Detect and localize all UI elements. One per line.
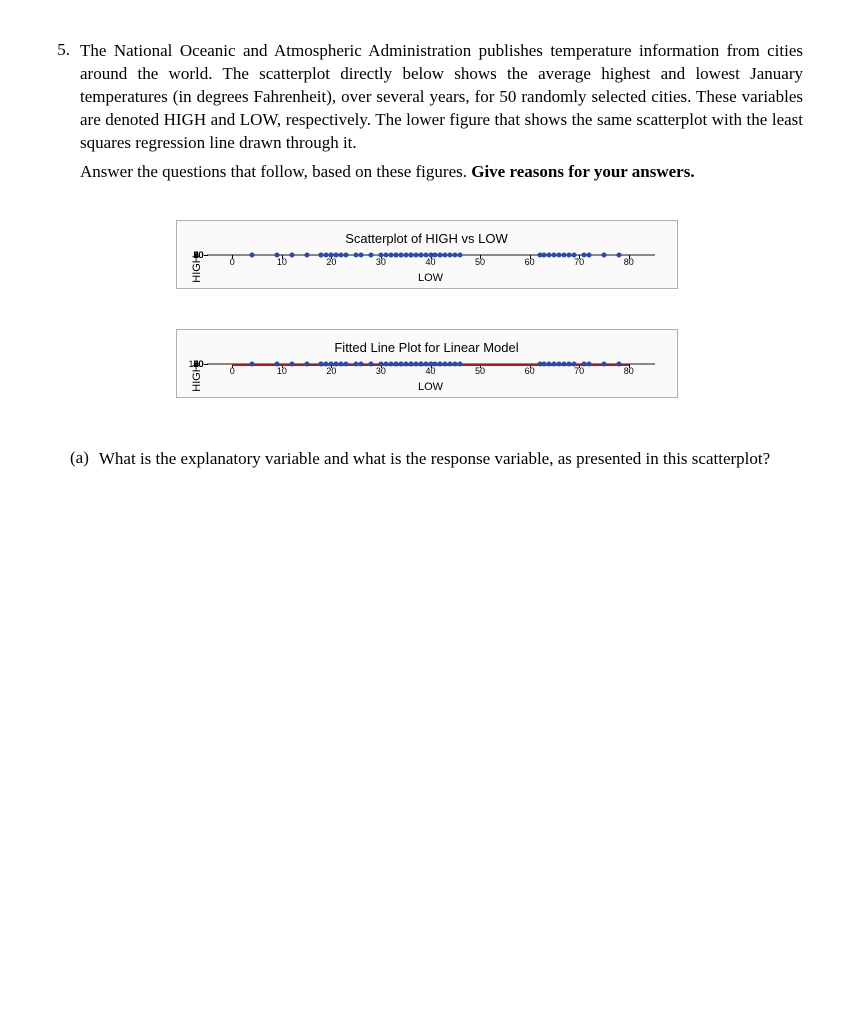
sub-a-text: What is the explanatory variable and wha… bbox=[99, 448, 803, 471]
data-point bbox=[344, 252, 349, 257]
sub-question-a: (a) What is the explanatory variable and… bbox=[70, 448, 803, 471]
chart-2-title: Fitted Line Plot for Linear Model bbox=[187, 340, 667, 355]
data-point bbox=[601, 361, 606, 366]
data-point bbox=[344, 361, 349, 366]
data-point bbox=[369, 252, 374, 257]
chart-2-area: HIGH 20304050607080901000102030405060708… bbox=[187, 363, 667, 393]
data-point bbox=[274, 361, 279, 366]
data-point bbox=[369, 361, 374, 366]
para2-prefix: Answer the questions that follow, based … bbox=[80, 162, 471, 181]
data-point bbox=[572, 252, 577, 257]
data-point bbox=[289, 361, 294, 366]
data-point bbox=[304, 361, 309, 366]
question-number: 5. bbox=[50, 40, 70, 190]
data-point bbox=[458, 252, 463, 257]
para2-bold: Give reasons for your answers. bbox=[471, 162, 694, 181]
data-point bbox=[250, 252, 255, 257]
paragraph-1: The National Oceanic and Atmospheric Adm… bbox=[80, 40, 803, 155]
question-block: 5. The National Oceanic and Atmospheric … bbox=[50, 40, 803, 190]
data-point bbox=[587, 252, 592, 257]
data-point bbox=[601, 252, 606, 257]
data-point bbox=[587, 361, 592, 366]
question-body: The National Oceanic and Atmospheric Adm… bbox=[80, 40, 803, 190]
chart-2-plot: 203040506070809010001020304050607080 bbox=[207, 363, 655, 365]
data-point bbox=[458, 361, 463, 366]
data-point bbox=[359, 361, 364, 366]
chart-1-title: Scatterplot of HIGH vs LOW bbox=[187, 231, 667, 246]
data-point bbox=[572, 361, 577, 366]
data-point bbox=[616, 252, 621, 257]
chart-2-xlabel: LOW bbox=[207, 381, 655, 393]
sub-a-label: (a) bbox=[70, 448, 89, 471]
chart-1-container: Scatterplot of HIGH vs LOW HIGH 20304050… bbox=[176, 220, 678, 289]
chart-1-area: HIGH 203040506070809001020304050607080 L… bbox=[187, 254, 667, 284]
chart-1-plot: 203040506070809001020304050607080 bbox=[207, 254, 655, 256]
data-point bbox=[289, 252, 294, 257]
paragraph-2: Answer the questions that follow, based … bbox=[80, 161, 803, 184]
data-point bbox=[250, 361, 255, 366]
chart-2-container: Fitted Line Plot for Linear Model HIGH 2… bbox=[176, 329, 678, 398]
data-point bbox=[616, 361, 621, 366]
data-point bbox=[304, 252, 309, 257]
data-point bbox=[359, 252, 364, 257]
chart-1-xlabel: LOW bbox=[207, 272, 655, 284]
data-point bbox=[274, 252, 279, 257]
